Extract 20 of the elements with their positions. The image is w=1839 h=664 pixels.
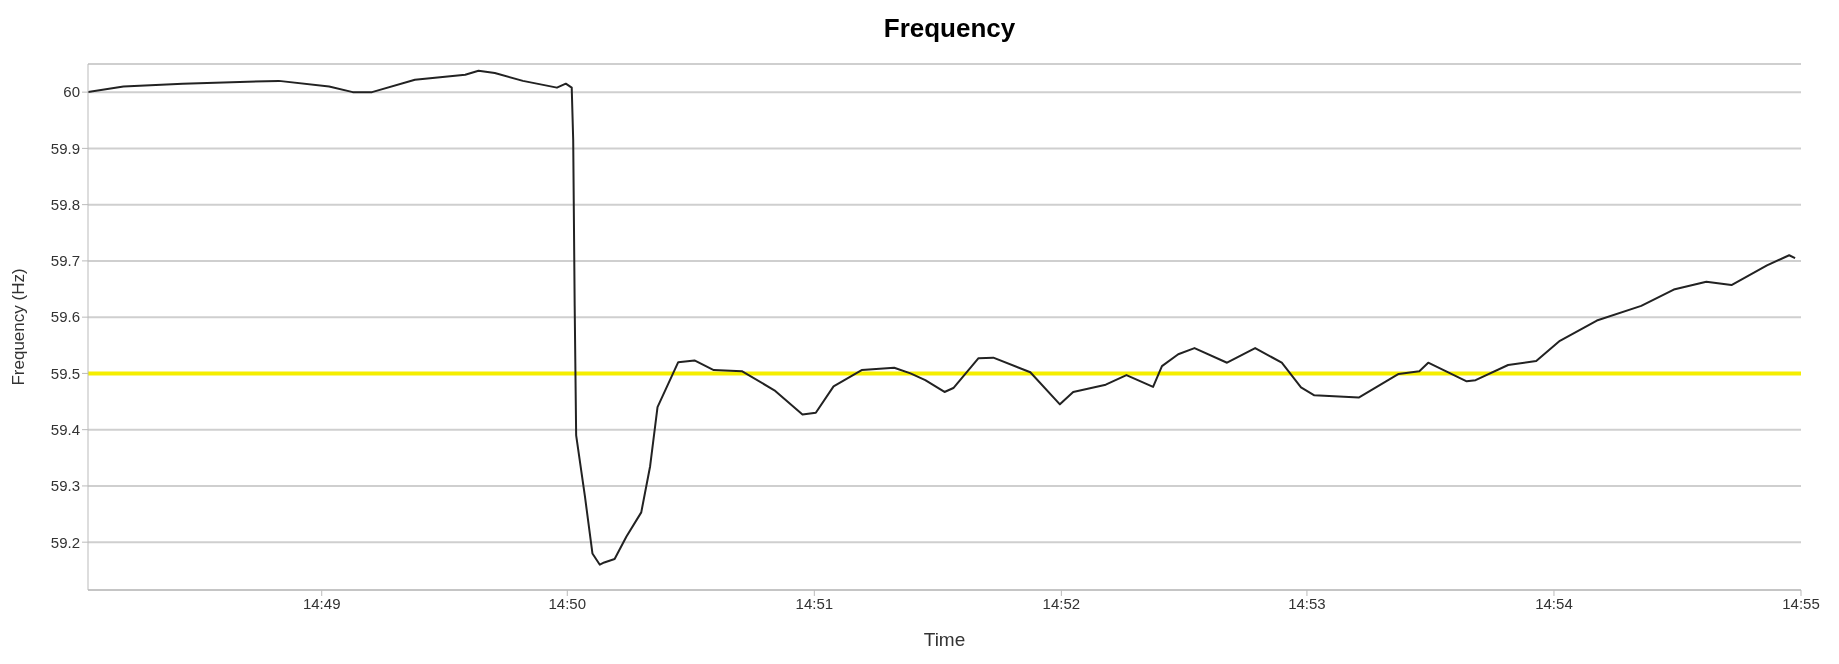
x-tick-label: 14:49: [302, 594, 341, 612]
y-axis-title: Frequency (Hz): [9, 268, 29, 386]
y-tick-label: 59.5: [50, 364, 80, 382]
y-tick-label: 59.4: [50, 420, 80, 438]
y-tick-label: 59.9: [50, 139, 80, 157]
x-tick-label: 14:52: [1042, 594, 1081, 612]
x-tick-label: 14:55: [1782, 594, 1820, 612]
line-series: [88, 69, 1797, 566]
y-tick-label: 59.3: [50, 477, 80, 495]
y-tick-label: 59.7: [50, 252, 80, 270]
x-tick-label: 14:51: [795, 594, 834, 612]
y-tick-label: 59.8: [50, 195, 80, 213]
x-tick-label: 14:50: [548, 594, 587, 612]
y-tick-label: 59.6: [50, 308, 80, 326]
x-tick-label: 14:53: [1288, 594, 1326, 612]
y-tick-label: 60: [63, 83, 80, 101]
x-tick-label: 14:54: [1535, 594, 1573, 612]
x-axis-title: Time: [923, 629, 966, 650]
y-tick-label: 59.2: [50, 533, 80, 551]
chart-title: Frequency: [882, 12, 1017, 45]
